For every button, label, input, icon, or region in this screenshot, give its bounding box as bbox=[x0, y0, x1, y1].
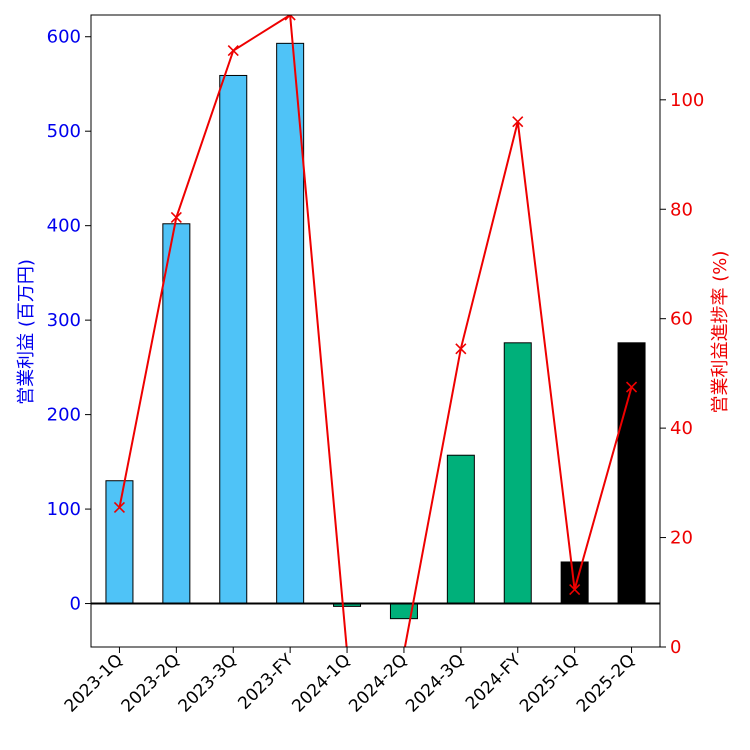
progress-line-layer bbox=[113, 15, 638, 647]
x-tick-label-2023-2Q: 2023-2Q bbox=[118, 650, 184, 716]
bars-layer bbox=[105, 42, 646, 620]
y-tick-label-left-0: 0 bbox=[70, 594, 81, 615]
progress-marker-2024-3Q bbox=[455, 343, 467, 355]
bar-2024-FY bbox=[503, 342, 532, 605]
bar-2023-1Q bbox=[105, 480, 134, 605]
x-tick-label-2024-FY: 2024-FY bbox=[462, 650, 526, 714]
y-axis-label-right: 営業利益進捗率 (%) bbox=[710, 251, 731, 414]
y-tick-label-left-600: 600 bbox=[47, 27, 81, 48]
y-axis-label-left: 営業利益 (百万円) bbox=[16, 259, 37, 405]
y-tick-label-left-400: 400 bbox=[47, 216, 81, 237]
x-tick-label-2023-FY: 2023-FY bbox=[234, 650, 298, 714]
x-tick-label-2025-2Q: 2025-2Q bbox=[573, 650, 639, 716]
progress-marker-stroke-b bbox=[455, 343, 467, 355]
progress-marker-stroke-b bbox=[284, 15, 292, 21]
y-tick-label-left-100: 100 bbox=[47, 499, 81, 520]
bar-2023-3Q bbox=[219, 74, 248, 605]
progress-marker-2023-2Q bbox=[170, 211, 182, 224]
x-tick-label-2024-1Q: 2024-1Q bbox=[288, 650, 354, 716]
progress-marker-stroke-a bbox=[289, 15, 296, 21]
x-tick-label-2024-2Q: 2024-2Q bbox=[345, 650, 411, 716]
y-tick-label-left-200: 200 bbox=[47, 405, 81, 426]
progress-marker-stroke-b bbox=[512, 116, 524, 128]
y-tick-label-left-300: 300 bbox=[47, 310, 81, 331]
progress-marker-stroke-b bbox=[569, 583, 581, 596]
bar-2025-1Q bbox=[560, 561, 589, 605]
y-tick-label-right-60: 60 bbox=[670, 309, 693, 330]
y-tick-label-right-0: 0 bbox=[670, 637, 681, 658]
progress-marker-2024-FY bbox=[512, 116, 524, 128]
progress-marker-2025-2Q bbox=[625, 381, 638, 393]
progress-marker-stroke-b bbox=[113, 501, 126, 514]
bar-2023-2Q bbox=[162, 223, 191, 605]
progress-marker-2023-FY bbox=[284, 15, 296, 21]
x-tick-label-2023-1Q: 2023-1Q bbox=[61, 650, 127, 716]
y-tick-label-right-20: 20 bbox=[670, 528, 693, 549]
x-tick-label-2024-3Q: 2024-3Q bbox=[402, 650, 468, 716]
plot-frame bbox=[90, 14, 661, 648]
progress-marker-stroke-b bbox=[170, 211, 182, 224]
y-tick-label-left-500: 500 bbox=[47, 121, 81, 142]
x-tick-label-2025-1Q: 2025-1Q bbox=[516, 650, 582, 716]
progress-marker-stroke-b bbox=[227, 45, 239, 57]
progress-line bbox=[118, 15, 633, 647]
y-tick-label-right-100: 100 bbox=[670, 90, 704, 111]
bar-2023-FY bbox=[276, 42, 305, 605]
axes-layer bbox=[90, 14, 661, 648]
progress-marker-2025-1Q bbox=[569, 583, 581, 596]
bar-2024-3Q bbox=[446, 454, 475, 605]
y-tick-label-right-80: 80 bbox=[670, 199, 693, 220]
progress-marker-stroke-b bbox=[625, 381, 638, 393]
progress-marker-2023-3Q bbox=[227, 45, 239, 57]
y-tick-label-right-40: 40 bbox=[670, 418, 693, 439]
progress-marker-2023-1Q bbox=[113, 501, 126, 514]
x-tick-label-2023-3Q: 2023-3Q bbox=[175, 650, 241, 716]
progress-line-group bbox=[113, 15, 638, 647]
bar-2025-2Q bbox=[617, 342, 646, 605]
